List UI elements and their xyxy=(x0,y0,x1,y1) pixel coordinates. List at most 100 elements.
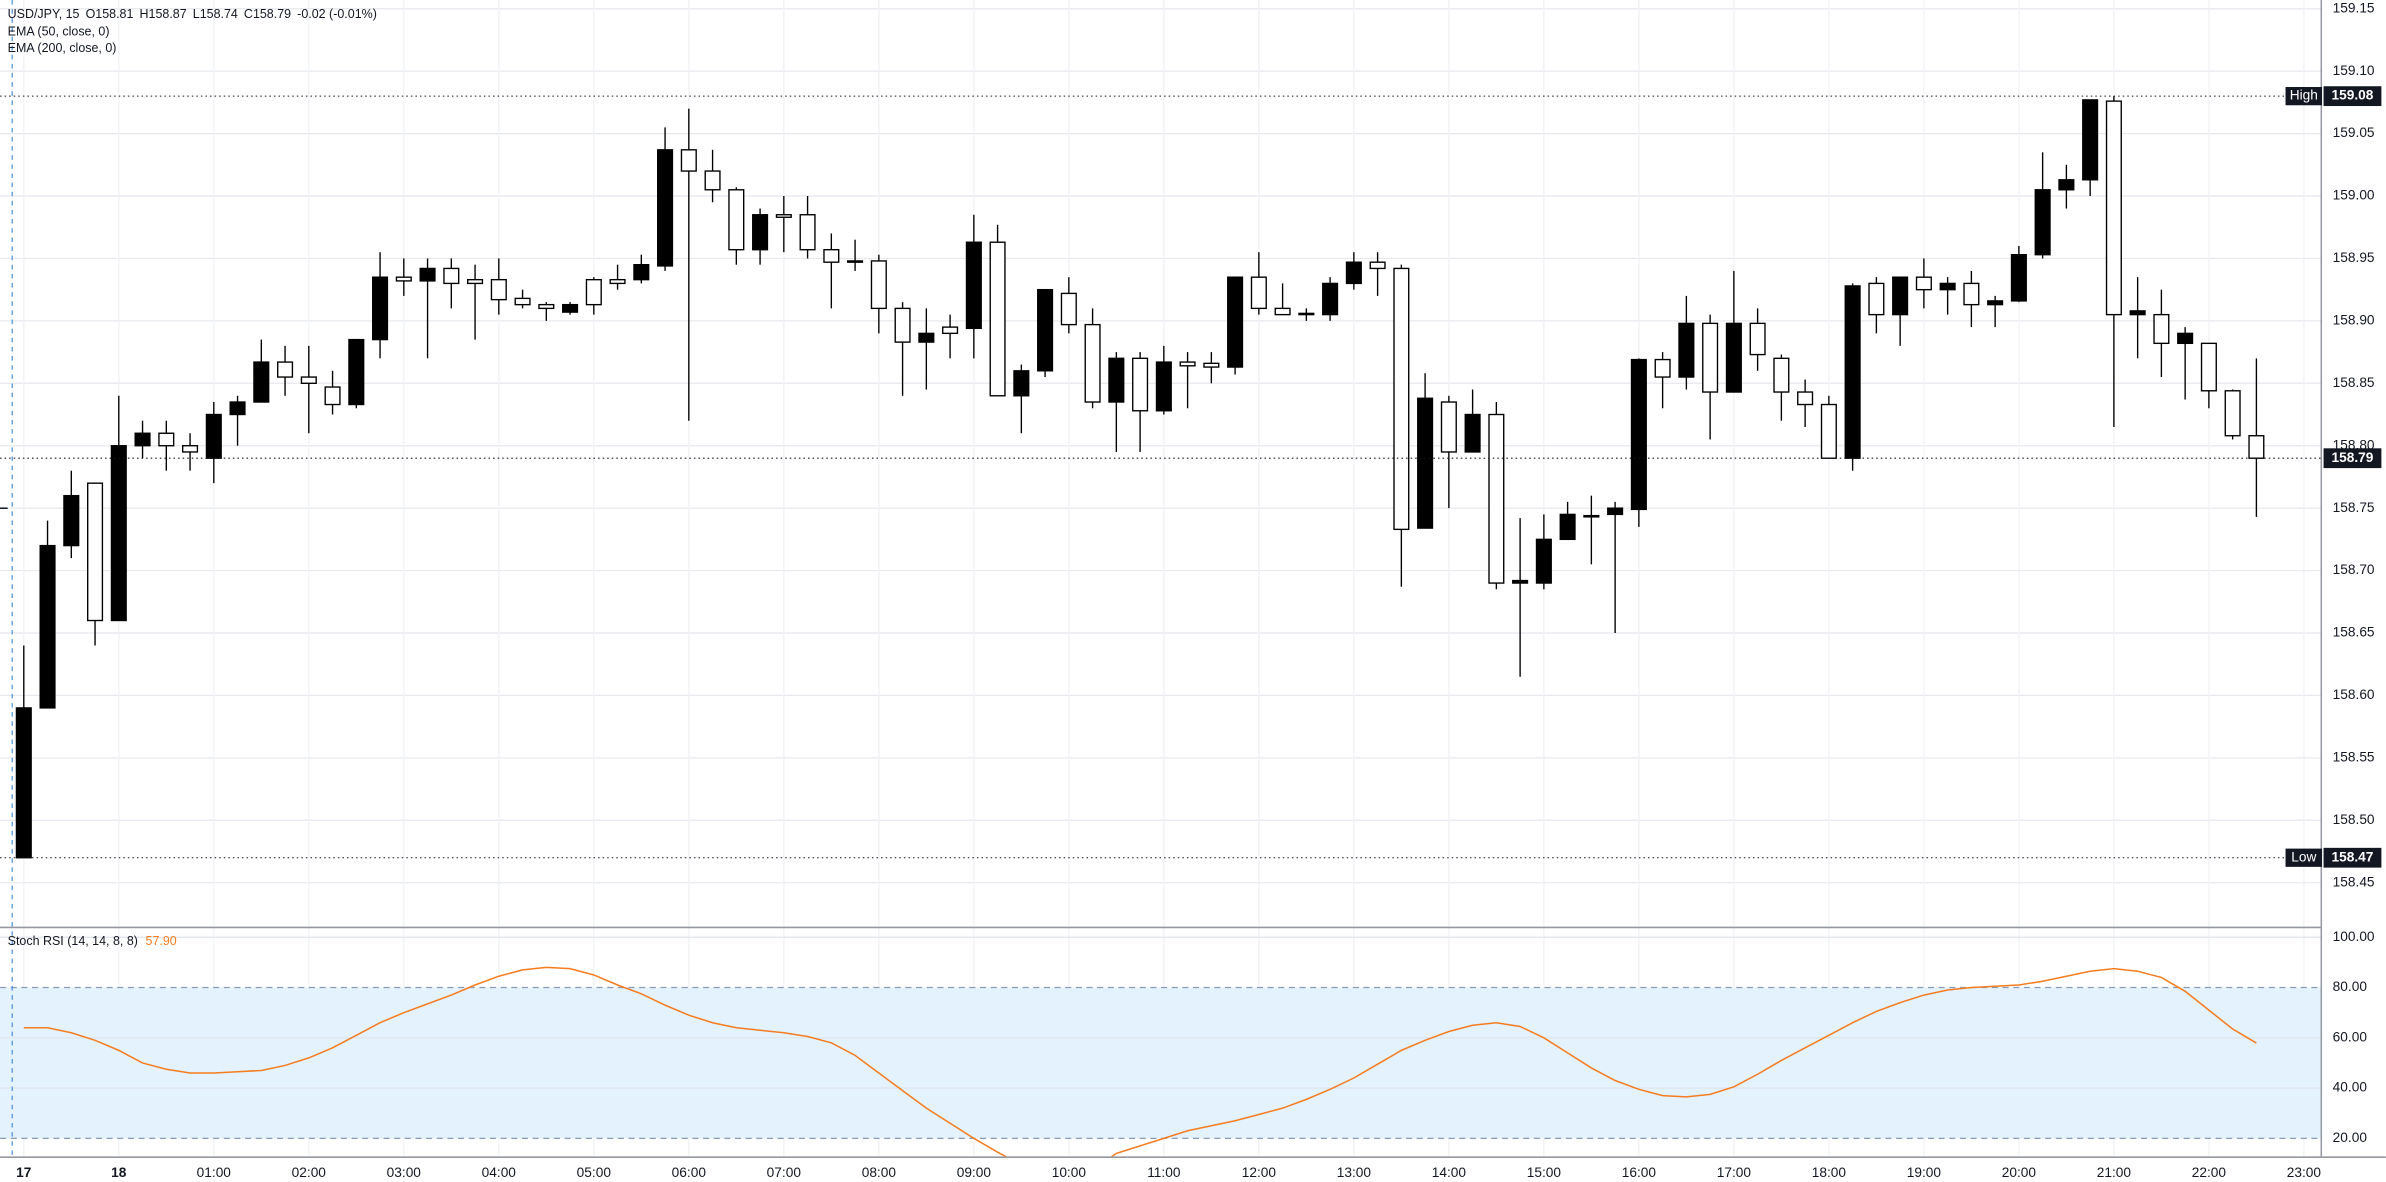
x-tick-label: 04:00 xyxy=(482,1165,517,1180)
candle-body xyxy=(1155,361,1172,412)
candle-body xyxy=(728,189,745,251)
symbol: USD/JPY, 15 xyxy=(8,8,80,22)
price-tag-label: 158.47 xyxy=(2332,849,2374,864)
candle-body xyxy=(15,707,32,859)
rsi-tick-label: 20.00 xyxy=(2333,1130,2368,1145)
candle-body xyxy=(847,260,864,263)
x-tick-label: 06:00 xyxy=(672,1165,707,1180)
candle-body xyxy=(1773,357,1790,393)
candle-body xyxy=(158,432,175,447)
candle-body xyxy=(1583,514,1600,518)
x-tick-label: 17:00 xyxy=(1717,1165,1752,1180)
candle-body xyxy=(1179,361,1196,367)
candle-body xyxy=(752,214,769,251)
candle-body xyxy=(1250,276,1267,310)
y-tick-label: 159.00 xyxy=(2333,188,2375,203)
candle-body xyxy=(633,264,650,281)
candle-body xyxy=(1060,292,1077,326)
x-tick-label: 13:00 xyxy=(1337,1165,1372,1180)
candle-body xyxy=(1892,276,1909,316)
candle-body xyxy=(2248,435,2265,459)
rsi-tick-label: 80.00 xyxy=(2333,979,2368,994)
candle-body xyxy=(680,149,697,172)
x-tick-label: 07:00 xyxy=(767,1165,802,1180)
candle-body xyxy=(1132,357,1149,412)
candle-body xyxy=(2058,179,2075,191)
candle-body xyxy=(823,249,840,263)
x-tick-label: 11:00 xyxy=(1147,1165,1181,1180)
candle-body xyxy=(1678,322,1695,378)
x-tick-label: 03:00 xyxy=(387,1165,422,1180)
candle-body xyxy=(2129,310,2146,316)
x-tick-label: 02:00 xyxy=(292,1165,327,1180)
indicator-label: EMA (50, close, 0) xyxy=(8,24,110,38)
x-tick-label: 18 xyxy=(111,1165,127,1180)
y-tick-label: 159.15 xyxy=(2333,0,2375,15)
candle-body xyxy=(2153,313,2170,345)
candle-body xyxy=(894,307,911,343)
candle-body xyxy=(467,278,484,285)
candle-body xyxy=(1369,261,1386,270)
candle-body xyxy=(134,432,151,447)
x-tick-label: 08:00 xyxy=(862,1165,897,1180)
candle-body xyxy=(1274,307,1291,316)
rsi-header: Stoch RSI (14, 14, 8, 8) 57.90 xyxy=(8,934,177,948)
candle-body xyxy=(538,303,555,310)
candle-body xyxy=(490,278,507,301)
price-tag xyxy=(2323,847,2382,868)
candle-body xyxy=(1535,538,1552,584)
candle-body xyxy=(1393,267,1410,531)
y-tick-label: 158.60 xyxy=(2333,687,2375,702)
candle-body xyxy=(1844,285,1861,459)
ohlc-open: O158.81 xyxy=(86,8,134,22)
x-tick-label: 14:00 xyxy=(1432,1165,1467,1180)
rsi-band xyxy=(0,987,2321,1139)
candle-body xyxy=(2105,100,2122,316)
candle-body xyxy=(1654,358,1671,378)
rsi-tick-label: 60.00 xyxy=(2333,1029,2368,1044)
marker-label: High xyxy=(2290,88,2318,103)
candle-body xyxy=(1797,391,1814,406)
axis-layer: 158.45 158.50 158.55 158.60 158.65 158.70 158.… xyxy=(16,0,2382,1180)
x-tick-label: 17 xyxy=(16,1165,32,1180)
candle-body xyxy=(372,276,389,341)
y-tick-label: 158.65 xyxy=(2333,625,2375,640)
y-tick-label: 158.55 xyxy=(2333,749,2375,764)
candle-body xyxy=(1417,397,1434,529)
x-tick-label: 16:00 xyxy=(1622,1165,1657,1180)
marker-tag xyxy=(2285,848,2323,867)
x-tick-label: 09:00 xyxy=(957,1165,992,1180)
ohlc-high: H158.87 xyxy=(140,8,187,22)
candle-body xyxy=(1488,413,1505,584)
y-tick-label: 158.75 xyxy=(2333,500,2375,515)
rsi-tick-label: 100.00 xyxy=(2333,929,2375,944)
candle-body xyxy=(1820,403,1837,459)
x-tick-label: 05:00 xyxy=(577,1165,612,1180)
candle-body xyxy=(348,338,365,406)
candle-body xyxy=(1725,322,1742,393)
candle-body xyxy=(300,376,317,384)
price-tag xyxy=(2323,448,2382,469)
candle-body xyxy=(1013,370,1030,397)
grid-layer xyxy=(0,0,2321,1157)
candle-body xyxy=(585,278,602,306)
candle-body xyxy=(942,326,959,335)
candle-body xyxy=(965,241,982,330)
candle-body xyxy=(182,445,199,453)
candle-body xyxy=(395,276,412,282)
candle-body xyxy=(1559,513,1576,541)
marker-tag xyxy=(2285,87,2323,106)
x-tick-label: 23:00 xyxy=(2287,1165,2322,1180)
x-tick-label: 15:00 xyxy=(1527,1165,1562,1180)
candle-body xyxy=(1630,358,1647,511)
candle-body xyxy=(253,361,270,403)
candle-body xyxy=(1108,357,1125,403)
ohlc-close: C158.79 xyxy=(244,8,291,22)
candles xyxy=(15,96,2265,859)
candle-body xyxy=(704,170,721,191)
x-tick-label: 18:00 xyxy=(1812,1165,1847,1180)
candle-body xyxy=(229,401,246,416)
candle-body xyxy=(63,494,80,547)
x-tick-label: 22:00 xyxy=(2192,1165,2227,1180)
